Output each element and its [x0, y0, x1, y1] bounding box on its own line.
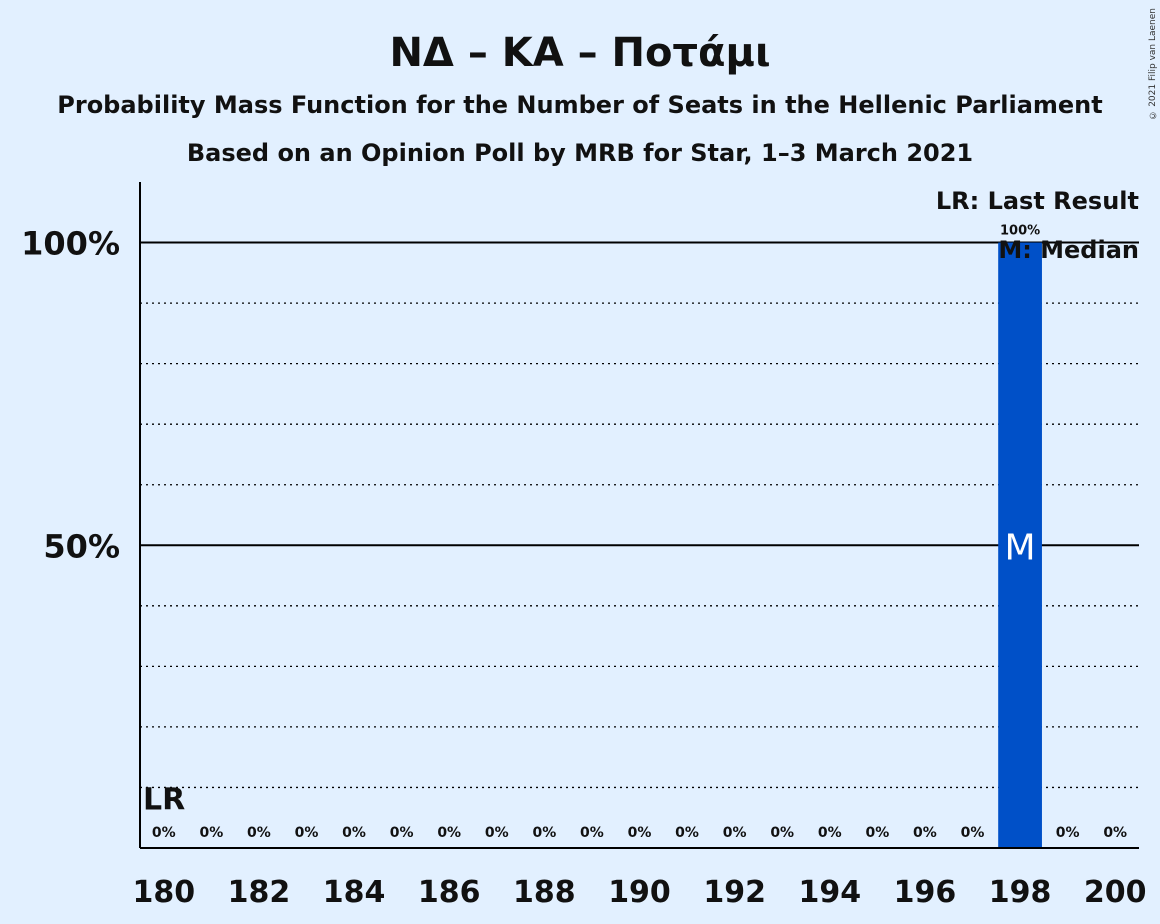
bar-value-label: 0%	[390, 825, 414, 841]
bar-value-label: 0%	[1056, 825, 1080, 841]
bar-value-label: 0%	[580, 825, 604, 841]
bar-value-label: 0%	[152, 825, 176, 841]
plot-area: 50% 100% 0% 0% 0% 0% 0% 0% 0% 0% 0% 0% 0% 0% 0% 0% 0% 0% 0…	[21, 182, 1147, 910]
bar-value-label: 0%	[675, 825, 699, 841]
x-tick-label: 196	[894, 875, 957, 910]
chart-subtitle-1: Probability Mass Function for the Number…	[57, 91, 1102, 119]
x-tick-label: 200	[1084, 875, 1147, 910]
bar-value-label: 0%	[247, 825, 271, 841]
bar-value-label: 0%	[628, 825, 652, 841]
bar-value-label: 0%	[961, 825, 985, 841]
median-marker: M	[1005, 527, 1036, 568]
bar-value-label: 0%	[818, 825, 842, 841]
chart-title: ΝΔ – ΚΑ – Ποτάμι	[389, 30, 770, 76]
bar-value-label: 100%	[1000, 224, 1040, 239]
bar-value-label: 0%	[342, 825, 366, 841]
x-tick-label: 198	[989, 875, 1052, 910]
x-tick-label: 184	[323, 875, 386, 910]
y-tick-label: 50%	[43, 527, 120, 565]
bar-value-label: 0%	[723, 825, 747, 841]
bar-value-label: 0%	[913, 825, 937, 841]
chart-subtitle-2: Based on an Opinion Poll by MRB for Star…	[187, 139, 973, 167]
copyright-note: © 2021 Filip van Laenen	[1148, 8, 1158, 120]
x-tick-label: 180	[132, 875, 195, 910]
x-tick-label: 188	[513, 875, 576, 910]
bar-value-label: 0%	[199, 825, 223, 841]
last-result-marker: LR	[143, 783, 185, 818]
bar-value-label: 0%	[485, 825, 509, 841]
y-tick-label: 100%	[21, 225, 120, 263]
legend-last-result: LR: Last Result	[936, 187, 1139, 215]
x-tick-label: 194	[798, 875, 861, 910]
x-tick-label: 186	[418, 875, 481, 910]
bar-value-label: 0%	[532, 825, 556, 841]
bar-value-label: 0%	[295, 825, 319, 841]
bar-value-label: 0%	[865, 825, 889, 841]
bar-value-label: 0%	[770, 825, 794, 841]
legend-median: M: Median	[998, 236, 1139, 264]
bar-value-label: 0%	[1103, 825, 1127, 841]
bar	[998, 242, 1042, 848]
bar-value-label: 0%	[437, 825, 461, 841]
x-tick-label: 182	[228, 875, 291, 910]
x-tick-label: 192	[703, 875, 766, 910]
x-tick-label: 190	[608, 875, 671, 910]
